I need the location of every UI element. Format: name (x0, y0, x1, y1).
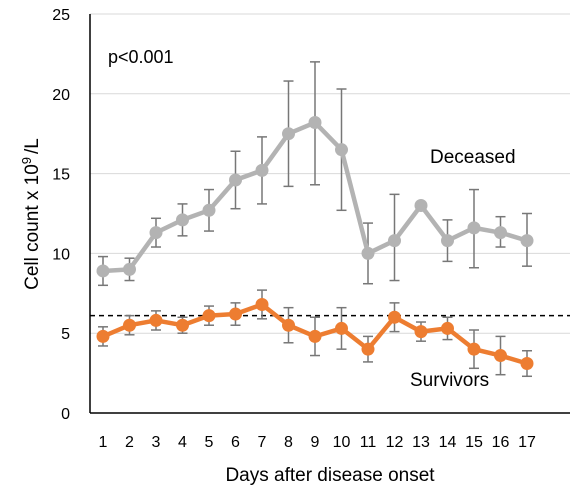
y-tick-label: 25 (52, 7, 70, 24)
data-point (494, 226, 507, 240)
data-point (255, 163, 269, 177)
x-tick-label: 3 (152, 434, 161, 451)
x-tick-label: 16 (492, 434, 510, 451)
data-point (202, 203, 216, 217)
data-point (229, 307, 242, 321)
y-tick-label: 10 (52, 246, 70, 263)
data-point (414, 199, 428, 213)
gridlines (90, 13, 570, 334)
data-point (335, 321, 348, 335)
data-point (494, 349, 507, 363)
data-point (467, 221, 481, 235)
data-point (96, 264, 110, 278)
y-axis-title-unit: /L (22, 138, 43, 154)
data-point (149, 226, 163, 240)
y-tick-label: 0 (61, 406, 70, 423)
x-tick-label: 4 (178, 434, 187, 451)
data-point (123, 318, 136, 332)
x-tick-label: 1 (99, 434, 108, 451)
y-tick-label: 20 (52, 87, 70, 104)
x-axis-title: Days after disease onset (225, 465, 435, 486)
x-tick-label: 5 (205, 434, 214, 451)
x-tick-label: 13 (412, 434, 430, 451)
x-tick-label: 11 (360, 434, 377, 451)
data-point (229, 173, 242, 187)
series-survivors (96, 289, 534, 378)
series-label-deceased: Deceased (430, 147, 516, 168)
data-point (149, 313, 163, 327)
series-deceased (96, 61, 534, 287)
data-point (441, 321, 454, 335)
x-tick-label: 15 (465, 434, 483, 451)
data-point (123, 262, 136, 276)
axes (89, 14, 570, 414)
x-tick-label: 9 (311, 434, 320, 451)
x-tick-label: 8 (284, 434, 293, 451)
data-point (176, 213, 189, 227)
x-tick-label: 17 (518, 434, 536, 451)
data-point (202, 309, 216, 323)
series-group (96, 61, 534, 378)
x-tick-labels: 1 2 3 4 5 6 7 8 9 10 11 12 13 14 15 16 17 (99, 434, 536, 451)
data-point (388, 234, 401, 248)
x-tick-label: 10 (333, 434, 351, 451)
data-point (467, 342, 481, 356)
x-tick-label: 6 (231, 434, 240, 451)
data-point (176, 318, 189, 332)
data-point (388, 310, 401, 324)
data-point (282, 318, 295, 332)
y-axis-title: Cell count x 109/L (19, 138, 43, 290)
data-point (308, 116, 322, 130)
data-point (520, 357, 534, 371)
data-point (255, 297, 269, 311)
x-tick-label: 2 (125, 434, 134, 451)
data-point (335, 143, 348, 157)
data-point (441, 234, 454, 248)
x-tick-label: 7 (258, 434, 267, 451)
data-point (282, 127, 295, 141)
data-point (414, 325, 428, 339)
data-point (361, 246, 375, 260)
y-tick-label: 15 (52, 167, 70, 184)
data-point (520, 234, 534, 248)
data-point (96, 329, 110, 343)
data-point (361, 342, 375, 356)
y-axis-title-superscript: 9 (19, 157, 34, 164)
x-tick-label: 12 (386, 434, 404, 451)
data-point (308, 329, 322, 343)
y-tick-labels: 0 5 10 15 20 25 (52, 7, 70, 423)
p-value-annotation: p<0.001 (108, 47, 174, 67)
y-axis-title-main: Cell count x 10 (22, 164, 43, 290)
y-tick-label: 5 (61, 326, 70, 343)
series-label-survivors: Survivors (410, 370, 489, 391)
x-tick-label: 14 (439, 434, 457, 451)
